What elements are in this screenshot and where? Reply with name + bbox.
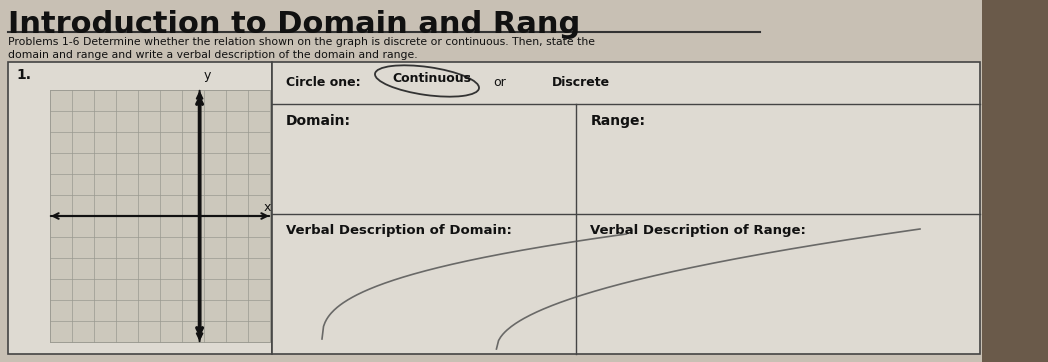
- Bar: [272, 62, 980, 354]
- Text: Problems 1-6 Determine whether the relation shown on the graph is discrete or co: Problems 1-6 Determine whether the relat…: [8, 37, 595, 47]
- Bar: [8, 62, 272, 354]
- Text: 1.: 1.: [16, 68, 31, 82]
- Text: x: x: [264, 201, 271, 214]
- Bar: [982, 0, 1048, 362]
- Text: Continuous: Continuous: [393, 72, 472, 85]
- Text: y: y: [203, 69, 211, 82]
- Text: or: or: [494, 76, 506, 89]
- Text: Domain:: Domain:: [286, 114, 351, 128]
- Text: Discrete: Discrete: [552, 76, 610, 89]
- Text: Verbal Description of Range:: Verbal Description of Range:: [590, 224, 806, 237]
- Text: Verbal Description of Domain:: Verbal Description of Domain:: [286, 224, 511, 237]
- Text: Range:: Range:: [590, 114, 646, 128]
- Bar: [50, 90, 270, 342]
- Text: Introduction to Domain and Rang: Introduction to Domain and Rang: [8, 10, 581, 39]
- Text: domain and range and write a verbal description of the domain and range.: domain and range and write a verbal desc…: [8, 50, 417, 60]
- Text: Circle one:: Circle one:: [286, 76, 361, 89]
